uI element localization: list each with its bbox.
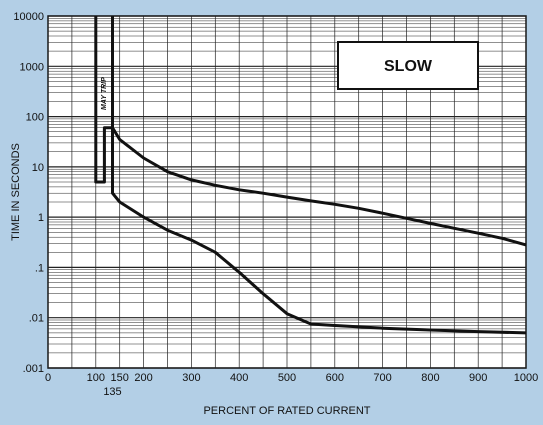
y-tick-label: 10 (32, 162, 44, 174)
y-tick-label: .001 (23, 363, 44, 375)
x-tick-label: 300 (182, 372, 200, 384)
x-tick-label: 100 (87, 372, 105, 384)
curves (94, 16, 527, 335)
y-tick-label: 1 (38, 212, 44, 224)
x-tick-label-extra: 135 (103, 386, 121, 398)
y-tick-label: .01 (29, 313, 44, 325)
legend-box: SLOW (337, 41, 479, 90)
x-axis-title: PERCENT OF RATED CURRENT (203, 405, 370, 417)
x-tick-label: 500 (278, 372, 296, 384)
grid-lines (47, 16, 527, 369)
x-tick-label: 900 (469, 372, 487, 384)
x-tick-label: 600 (326, 372, 344, 384)
y-tick-label: .1 (35, 262, 44, 274)
curve-upper (94, 16, 527, 247)
x-tick-label: 200 (134, 372, 152, 384)
x-tick-label: 700 (373, 372, 391, 384)
legend-label: SLOW (384, 58, 433, 75)
x-tick-label: 800 (421, 372, 439, 384)
x-tick-label: 1000 (514, 372, 538, 384)
x-tick-label: 150 (111, 372, 129, 384)
y-tick-label: 10000 (13, 11, 44, 23)
x-tick-label: 400 (230, 372, 248, 384)
curve-lower (111, 16, 527, 335)
may-trip-annotation: MAY TRIP (101, 77, 108, 110)
y-tick-label: 1000 (20, 61, 44, 73)
x-tick-label: 0 (45, 372, 51, 384)
tick-labels: 0 100 150 200 300 400 500 600 700 800 900 1000 135 .0… (13, 11, 538, 398)
y-axis-title: TIME IN SECONDS (10, 143, 22, 241)
y-tick-label: 100 (26, 112, 44, 124)
